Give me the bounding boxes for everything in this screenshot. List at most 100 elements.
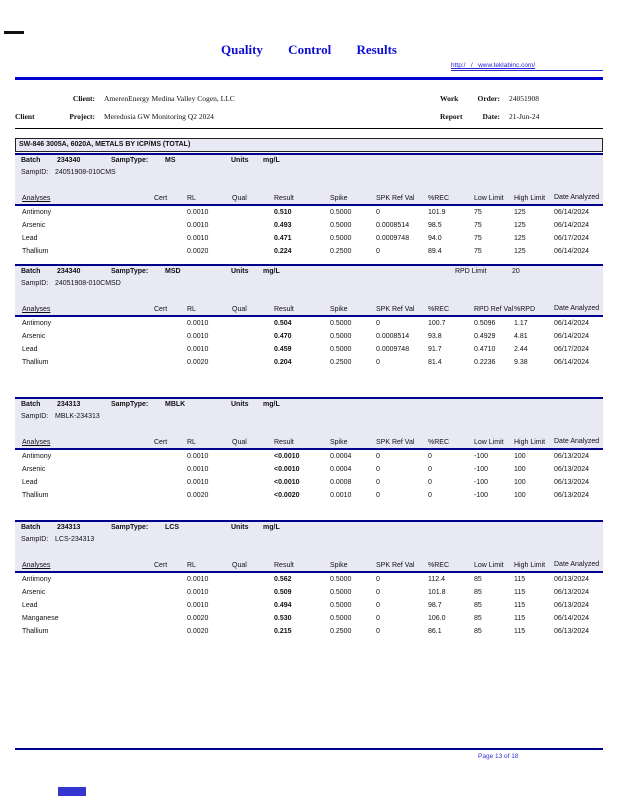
cell-spk-ref-val: 0 (375, 316, 427, 330)
cell-qual (231, 599, 273, 612)
col-spike: Spike (329, 548, 375, 573)
cell-rpd-ref-val: 0.4929 (473, 330, 513, 343)
units-label: Units (231, 524, 249, 531)
col-result: Result (273, 425, 329, 450)
cell-spike: 0.5000 (329, 599, 375, 612)
section-header: Batch 234313 SampType: MBLK Units mg/L SampID:… (15, 399, 603, 425)
cell-result: <0.0010 (273, 449, 329, 463)
cell-cert (153, 356, 186, 369)
cell-result: 0.562 (273, 572, 329, 586)
client-info-block: Client: AmerenEnergy Medina Valley Cogen… (15, 85, 435, 121)
col-spk-ref-val: SPK Ref Val (375, 292, 427, 317)
client-project-label-word1: Client (15, 112, 35, 121)
cell-analyses: Antimony (15, 205, 153, 219)
qc-section: SW-846 3005A, 6020A, METALS BY ICP/MS (T… (15, 138, 603, 258)
units-value: mg/L (263, 268, 280, 275)
cell-high-limit: 125 (513, 219, 553, 232)
cell-date-analyzed: 06/14/2024 (553, 205, 603, 219)
lab-url-text[interactable]: http:/ / www.teklabinc.com/ (451, 62, 536, 69)
table-row: Arsenic 0.0010 0.493 0.5000 0.0008514 98.5 75 1… (15, 219, 603, 232)
cell-cert (153, 476, 186, 489)
table-row: Lead 0.0010 <0.0010 0.0008 0 0 -100 100 06/13/20… (15, 476, 603, 489)
rpd-limit-label: RPD Limit (455, 268, 487, 275)
qc-table-body: Antimony 0.0010 <0.0010 0.0004 0 0 -100 100 06/1… (15, 449, 603, 502)
col-result: Result (273, 548, 329, 573)
cell-result: 0.215 (273, 625, 329, 638)
cell-high-limit: 115 (513, 612, 553, 625)
col-rec: %REC (427, 425, 473, 450)
cell-low-limit: 85 (473, 572, 513, 586)
cell-date-analyzed: 06/14/2024 (553, 219, 603, 232)
col-spk-ref-val: SPK Ref Val (375, 425, 427, 450)
rpd-limit-value: 20 (512, 268, 520, 275)
cell-high-limit: 115 (513, 625, 553, 638)
cell-high-limit: 100 (513, 489, 553, 502)
table-row: Arsenic 0.0010 <0.0010 0.0004 0 0 -100 100 06/13… (15, 463, 603, 476)
cell-rec: 81.4 (427, 356, 473, 369)
units-value: mg/L (263, 157, 280, 164)
col-high-limit: High Limit (513, 425, 553, 450)
cell-rec: 0 (427, 489, 473, 502)
cell-date-analyzed: 06/13/2024 (553, 599, 603, 612)
client-project-row: Client Project: Meredosia GW Monitoring … (15, 103, 435, 121)
section-header: Batch 234340 SampType: MS Units mg/L SampID: 24… (15, 155, 603, 181)
cell-qual (231, 245, 273, 258)
cell-qual (231, 343, 273, 356)
cell-high-limit: 115 (513, 572, 553, 586)
batch-label: Batch (21, 268, 41, 275)
cell-high-limit: 115 (513, 586, 553, 599)
sampid-value: LCS-234313 (55, 536, 95, 543)
cell-analyses: Lead (15, 599, 153, 612)
cell-rec: 94.0 (427, 232, 473, 245)
cell-spk-ref-val: 0 (375, 489, 427, 502)
cell-spike: 0.5000 (329, 232, 375, 245)
cell-analyses: Thallium (15, 489, 153, 502)
cell-cert (153, 316, 186, 330)
col-cert: Cert (153, 181, 186, 206)
col-rl: RL (186, 425, 231, 450)
qc-table-head: Analyses Cert RL Qual Result Spike SPK Ref Val… (15, 425, 603, 450)
cell-spike: 0.0004 (329, 463, 375, 476)
lab-url-link[interactable]: http:/ / www.teklabinc.com/ (451, 62, 603, 71)
cell-spike: 0.5000 (329, 586, 375, 599)
report-date-label-word2: Date: (482, 112, 501, 121)
col-rl: RL (186, 548, 231, 573)
cell-spike: 0.5000 (329, 330, 375, 343)
cell-result: 0.509 (273, 586, 329, 599)
cell-analyses: Antimony (15, 449, 153, 463)
cell-qual (231, 572, 273, 586)
qc-table: Analyses Cert RL Qual Result Spike SPK Ref Val… (15, 548, 603, 638)
cell-date-analyzed: 06/14/2024 (553, 612, 603, 625)
section-header: Batch 234340 SampType: MSD Units mg/L RPD Limi… (15, 266, 603, 292)
cell-result: 0.530 (273, 612, 329, 625)
cell-rpd-ref-val: 0.4710 (473, 343, 513, 356)
cell-rl: 0.0010 (186, 463, 231, 476)
cell-low-limit: 85 (473, 599, 513, 612)
cell-low-limit: 75 (473, 245, 513, 258)
cell-rec: 100.7 (427, 316, 473, 330)
col-low-limit: Low Limit (473, 425, 513, 450)
qc-table-body: Antimony 0.0010 0.504 0.5000 0 100.7 0.5096 1.1… (15, 316, 603, 369)
cell-spk-ref-val: 0 (375, 599, 427, 612)
col-date-analyzed: Date Analyzed (553, 548, 603, 573)
cell-rl: 0.0020 (186, 625, 231, 638)
cell-rec: 86.1 (427, 625, 473, 638)
cell-date-analyzed: 06/14/2024 (553, 245, 603, 258)
method-title-text: SW-846 3005A, 6020A, METALS BY ICP/MS (T… (19, 141, 191, 148)
col-date-analyzed: Date Analyzed (553, 292, 603, 317)
cell-date-analyzed: 06/13/2024 (553, 463, 603, 476)
cell-low-limit: 75 (473, 219, 513, 232)
cell-analyses: Arsenic (15, 219, 153, 232)
cell-rl: 0.0010 (186, 343, 231, 356)
table-row: Antimony 0.0010 <0.0010 0.0004 0 0 -100 100 06/1… (15, 449, 603, 463)
batch-row: Batch 234313 SampType: MBLK Units mg/L (15, 401, 603, 413)
cell-result: <0.0010 (273, 476, 329, 489)
samptype-value: MS (165, 157, 176, 164)
cell-rec: 106.0 (427, 612, 473, 625)
batch-value: 234313 (57, 401, 81, 408)
cell-qual (231, 449, 273, 463)
samptype-value: LCS (165, 524, 179, 531)
cell-analyses: Manganese (15, 612, 153, 625)
cell-rec: 0 (427, 476, 473, 489)
